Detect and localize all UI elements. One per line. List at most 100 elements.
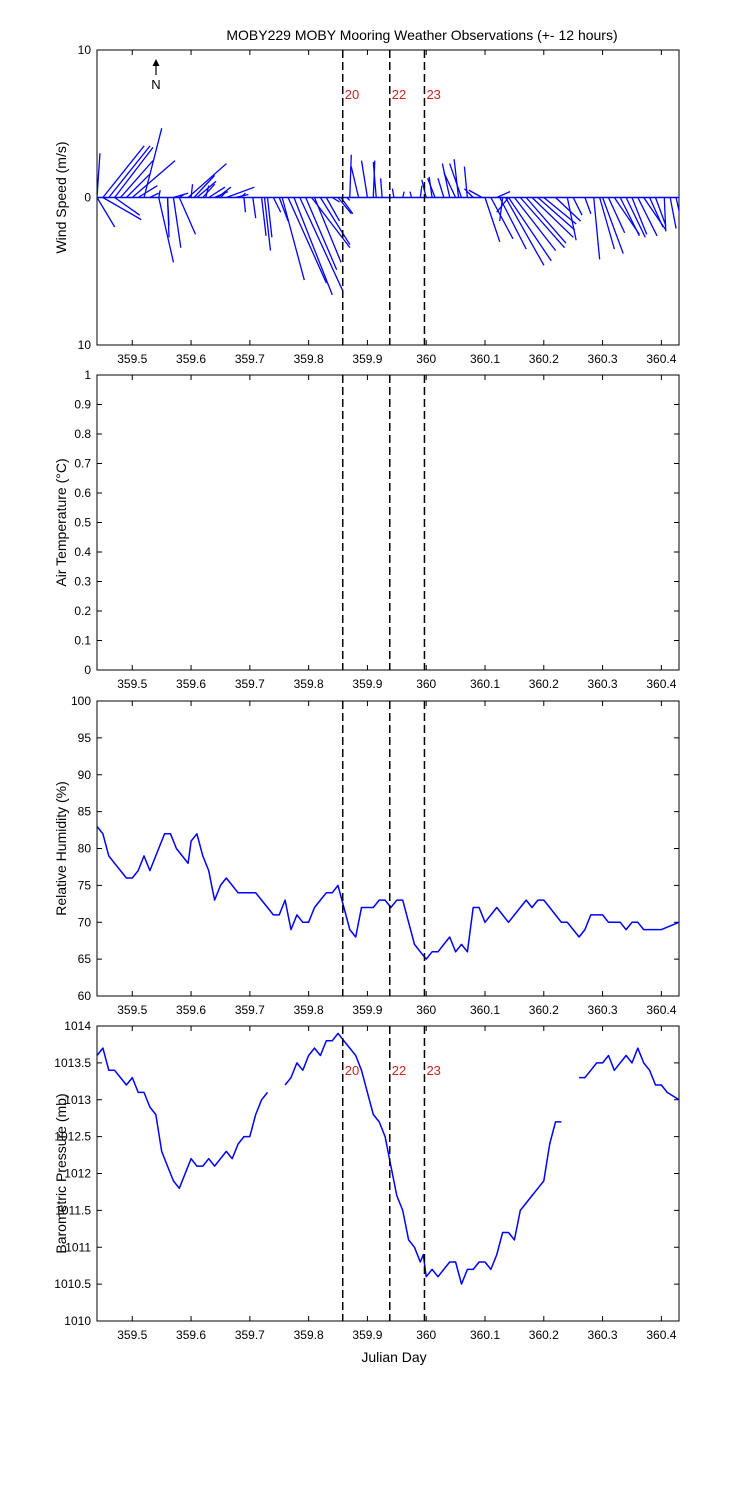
wind-vector — [537, 197, 576, 231]
wind-vector — [663, 197, 667, 232]
series-line — [284, 1032, 562, 1285]
x-tick-label: 360.1 — [470, 352, 500, 366]
wind-vector — [637, 197, 658, 237]
series-line — [97, 825, 679, 960]
y-tick-label: 95 — [78, 731, 92, 745]
panels: 359.5 359.6 359.7 359.8 359.9 360 360.1 360.2 36… — [53, 43, 680, 1342]
y-tick-label: 1012 — [64, 1167, 91, 1181]
wind-vector — [572, 197, 583, 216]
wind-vector — [102, 196, 142, 221]
y-tick-label: 1013 — [64, 1093, 91, 1107]
x-tick-label: 360.3 — [588, 1003, 618, 1017]
wind-vector — [499, 197, 527, 250]
wind-vector — [350, 166, 360, 198]
y-tick-label: 0 — [84, 663, 91, 677]
wind-vector — [131, 160, 176, 198]
x-axis-label: Julian Day — [361, 1349, 426, 1365]
x-tick-label: 360.4 — [646, 677, 676, 691]
wind-vector — [349, 154, 352, 198]
wind-vector — [346, 197, 351, 201]
y-tick-label: 0.5 — [74, 516, 91, 530]
wind-vector — [372, 162, 377, 198]
wind-vector — [240, 192, 246, 198]
x-tick-label: 359.5 — [117, 1003, 147, 1017]
marker-label-20: 20 — [345, 87, 359, 102]
panel-2: 359.5 359.6 359.7 359.8 359.9 360 360.1 360.2 36… — [53, 368, 680, 691]
wind-vector — [427, 178, 436, 198]
x-tick-label: 360.4 — [646, 352, 676, 366]
wind-vector — [625, 197, 646, 238]
x-tick-label: 359.8 — [294, 1003, 324, 1017]
wind-vector — [325, 197, 341, 222]
wind-vector — [187, 163, 227, 198]
wind-vector — [372, 160, 376, 198]
y-tick-label: 70 — [78, 915, 92, 929]
data-layer — [97, 825, 679, 960]
y-tick-label: 75 — [78, 878, 92, 892]
marker-label-23: 23 — [426, 87, 440, 102]
x-tick-label: 360.3 — [588, 1328, 618, 1342]
x-tick-label: 359.8 — [294, 1328, 324, 1342]
wind-vector — [337, 197, 352, 215]
wind-vector — [490, 197, 514, 240]
wind-vector — [158, 189, 161, 198]
wind-vector — [97, 197, 116, 228]
wind-vector — [593, 197, 601, 260]
marker-label-22: 22 — [392, 1063, 406, 1078]
y-tick-label: 1011 — [65, 1240, 91, 1254]
north-arrow-head — [152, 59, 160, 66]
y-axis-label: Air Temperature (°C) — [53, 458, 69, 586]
y-tick-label: 0 — [84, 191, 91, 205]
y-tick-label: 1010.5 — [54, 1277, 91, 1291]
wind-vector — [319, 197, 351, 246]
x-tick-label: 359.7 — [235, 677, 265, 691]
wind-vector — [178, 194, 185, 199]
wind-vector — [601, 197, 624, 254]
y-tick-label: 1011.5 — [55, 1203, 91, 1217]
wind-vector — [196, 180, 217, 198]
wind-vector — [243, 197, 247, 213]
panel-3: 359.5 359.6 359.7 359.8 359.9 360 360.1 360.2 36… — [53, 694, 680, 1017]
wind-vector — [173, 192, 189, 199]
y-tick-label: 85 — [78, 805, 92, 819]
wind-vector — [505, 197, 545, 266]
x-tick-label: 360 — [416, 1328, 436, 1342]
y-tick-label: 10 — [78, 43, 92, 57]
y-tick-label: 0.9 — [74, 398, 91, 412]
wind-vector — [463, 188, 474, 198]
x-tick-label: 359.7 — [235, 352, 265, 366]
x-tick-label: 359.6 — [176, 677, 206, 691]
y-tick-label: 100 — [71, 694, 91, 708]
y-axis-label: Barometric Pressure (mb) — [53, 1093, 69, 1253]
y-tick-label: 0.6 — [74, 486, 91, 500]
x-tick-label: 360.3 — [588, 677, 618, 691]
wind-vector — [513, 197, 557, 251]
wind-vector — [97, 153, 101, 198]
wind-vector — [649, 197, 664, 228]
wind-vector — [178, 197, 197, 235]
axes-box — [96, 700, 680, 997]
wind-vector — [293, 197, 333, 296]
x-tick-label: 360.2 — [529, 1328, 559, 1342]
wind-vector — [305, 197, 338, 271]
wind-vector — [391, 188, 395, 198]
x-tick-label: 360.4 — [646, 1328, 676, 1342]
y-tick-label: 0.1 — [74, 634, 91, 648]
x-tick-label: 359.6 — [176, 352, 206, 366]
y-tick-label: 0.2 — [74, 604, 91, 618]
wind-vector — [193, 174, 216, 198]
wind-vector — [120, 160, 154, 198]
x-tick-label: 359.9 — [352, 352, 382, 366]
wind-vector — [166, 197, 170, 226]
wind-vector — [496, 191, 511, 199]
y-tick-label: 0.7 — [74, 457, 91, 471]
wind-vector — [149, 192, 160, 199]
data-layer — [97, 1032, 679, 1285]
x-tick-label: 360.2 — [529, 1003, 559, 1017]
marker-label-20: 20 — [345, 1063, 359, 1078]
wind-vector — [190, 184, 194, 198]
panel-4: 359.5 359.6 359.7 359.8 359.9 360 360.1 360.2 36… — [53, 1019, 680, 1342]
wind-vector — [172, 197, 182, 248]
wind-vector — [669, 197, 677, 229]
x-tick-label: 359.9 — [352, 1328, 382, 1342]
